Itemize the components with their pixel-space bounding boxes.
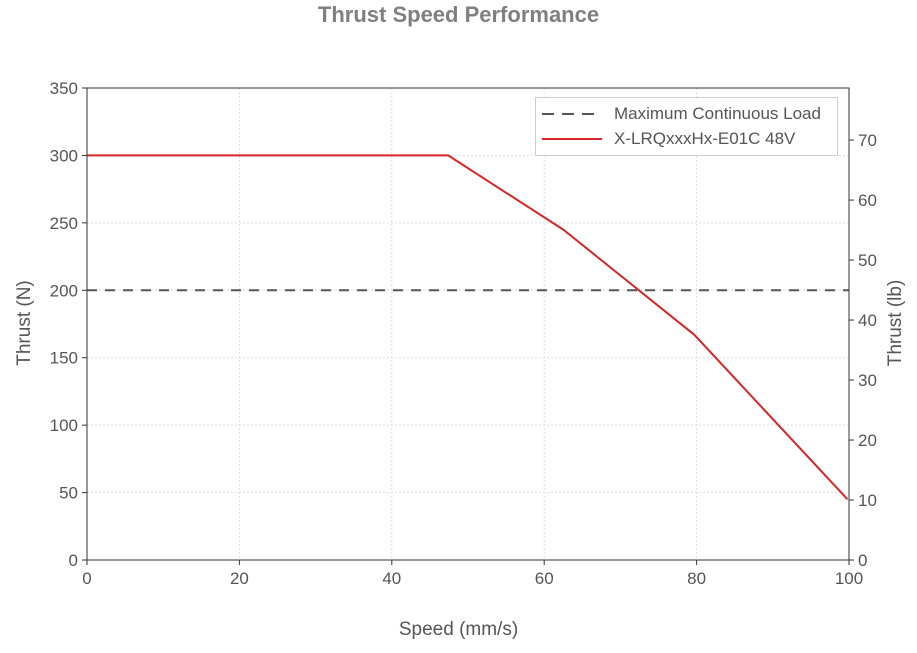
y-right-tick-label: 70 xyxy=(858,131,877,150)
y-right-tick-label: 20 xyxy=(858,431,877,450)
y-tick-label: 50 xyxy=(59,484,78,503)
y-tick-label: 350 xyxy=(50,79,78,98)
legend-swatch-solid xyxy=(542,138,602,140)
legend-entry-max-load: Maximum Continuous Load xyxy=(542,103,832,125)
y-right-tick-label: 40 xyxy=(858,311,877,330)
x-tick-label: 40 xyxy=(382,569,401,588)
legend: Maximum Continuous Load X-LRQxxxHx-E01C … xyxy=(535,97,838,156)
thrust-curve-line xyxy=(87,154,849,500)
plot-frame xyxy=(86,87,850,561)
grid-layer xyxy=(86,87,850,561)
legend-label: Maximum Continuous Load xyxy=(614,104,821,123)
legend-entry-thrust-48v: X-LRQxxxHx-E01C 48V xyxy=(542,128,832,150)
legend-label: X-LRQxxxHx-E01C 48V xyxy=(614,129,796,148)
y-right-tick-label: 30 xyxy=(858,371,877,390)
y-tick-label: 150 xyxy=(50,349,78,368)
y-right-tick-label: 60 xyxy=(858,191,877,210)
y-tick-label: 100 xyxy=(50,416,78,435)
x-tick-label: 0 xyxy=(82,569,91,588)
y-tick-label: 250 xyxy=(50,214,78,233)
y-right-tick-label: 10 xyxy=(858,491,877,510)
chart-title: Thrust Speed Performance xyxy=(317,2,600,27)
x-axis-ticks: 0 20 40 60 80 100 xyxy=(82,560,863,588)
x-tick-label: 60 xyxy=(535,569,554,588)
y-right-tick-label: 0 xyxy=(858,551,867,570)
y-axis-ticks: 0 50 100 150 200 250 300 350 xyxy=(50,79,87,570)
x-tick-label: 80 xyxy=(687,569,706,588)
y-axis-right-ticks: 0 10 20 30 40 50 60 70 xyxy=(849,131,877,570)
y-right-tick-label: 50 xyxy=(858,251,877,270)
y-axis-label: Thrust (N) xyxy=(14,280,35,366)
y-tick-label: 0 xyxy=(69,551,78,570)
x-tick-label: 100 xyxy=(835,569,863,588)
legend-swatch-dashed xyxy=(542,113,602,115)
y-tick-label: 300 xyxy=(50,146,78,165)
y-axis-right-label: Thrust (lb) xyxy=(885,279,906,367)
y-tick-label: 200 xyxy=(50,281,78,300)
x-axis-label: Speed (mm/s) xyxy=(398,619,519,640)
series-layer xyxy=(87,154,849,500)
x-tick-label: 20 xyxy=(230,569,249,588)
